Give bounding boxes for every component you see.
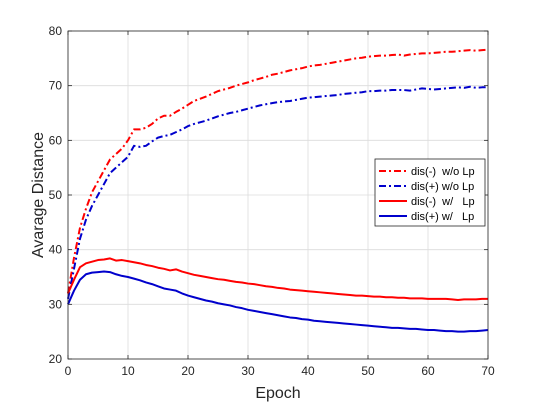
x-tick-label-4: 40 <box>301 364 315 378</box>
x-tick-label-7: 70 <box>481 364 495 378</box>
y-tick-label-0: 20 <box>49 352 63 366</box>
y-tick-label-4: 60 <box>49 133 63 147</box>
x-tick-label-2: 20 <box>181 364 195 378</box>
series-line-2 <box>67 257 488 301</box>
x-tick-label-0: 0 <box>65 364 72 378</box>
legend-label-3: dis(+) w/ Lp <box>411 211 474 223</box>
x-axis-title: Epoch <box>255 385 300 402</box>
x-tick-label-3: 30 <box>241 364 255 378</box>
legend-label-0: dis(-) w/o Lp <box>411 166 475 178</box>
y-axis-title: Avarage Distance <box>30 132 47 258</box>
legend-label-2: dis(-) w/ Lp <box>411 196 475 208</box>
x-tick-label-1: 10 <box>121 364 135 378</box>
series-lines <box>67 48 489 333</box>
y-tick-label-3: 50 <box>49 188 63 202</box>
y-tick-label-2: 40 <box>49 243 63 257</box>
legend-box <box>374 158 486 227</box>
y-tick-label-5: 70 <box>49 79 63 93</box>
x-tick-label-6: 60 <box>421 364 435 378</box>
series-line-3 <box>67 270 489 333</box>
y-tick-label-6: 80 <box>49 24 63 38</box>
legend: dis(-) w/o Lp dis(+) w/o Lp dis(-) w/ Lp di… <box>374 158 486 227</box>
x-tick-label-5: 50 <box>361 364 375 378</box>
axis-ticks: 0 10 20 30 40 50 60 70 20 30 40 50 60 70 80 <box>49 24 495 378</box>
series-line-0 <box>67 48 489 294</box>
legend-label-1: dis(+) w/o Lp <box>411 181 474 193</box>
y-tick-label-1: 30 <box>49 297 63 311</box>
